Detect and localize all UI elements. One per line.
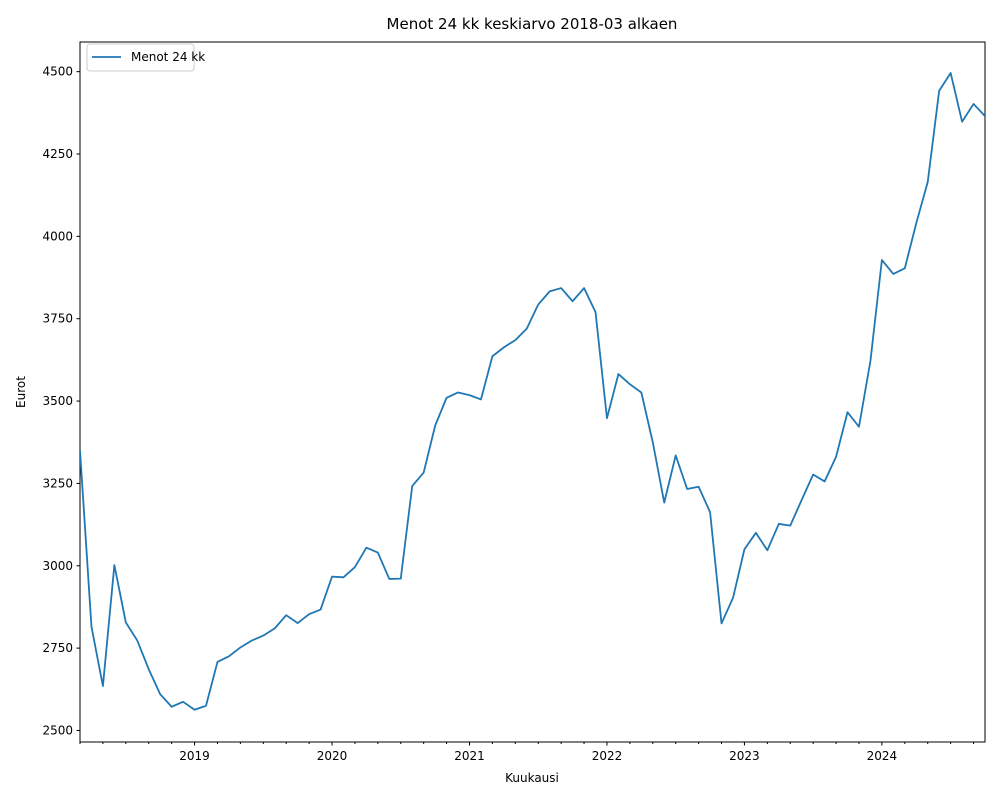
- x-tick-label: 2024: [867, 749, 898, 763]
- x-tick-label: 2022: [592, 749, 623, 763]
- x-tick-label: 2019: [179, 749, 210, 763]
- y-tick-label: 3000: [42, 559, 73, 573]
- legend-box: [86, 43, 195, 72]
- y-tick-label: 2750: [42, 641, 73, 655]
- chart-title: Menot 24 kk keskiarvo 2018-03 alkaen: [387, 15, 678, 33]
- legend-label: Menot 24 kk: [131, 50, 205, 64]
- legend: Menot 24 kk: [86, 43, 205, 72]
- y-tick-label: 4000: [42, 229, 73, 243]
- y-axis-label: Eurot: [14, 376, 28, 408]
- x-tick-label: 2020: [317, 749, 348, 763]
- x-tick-label: 2021: [454, 749, 485, 763]
- y-tick-label: 2500: [42, 723, 73, 737]
- y-tick-label: 4250: [42, 147, 73, 161]
- y-axis: 2500 2750 3000 3250 3500 3750 4000 4250 4500: [42, 65, 80, 737]
- y-tick-label: 3750: [42, 312, 73, 326]
- x-axis: 2019 2020 2021 2022 2023 2024: [79, 742, 975, 763]
- y-tick-label: 3500: [42, 394, 73, 408]
- x-axis-label: Kuukausi: [505, 771, 559, 785]
- axes-frame: [79, 41, 986, 743]
- y-tick-label: 3250: [42, 476, 73, 490]
- series-layer: [80, 72, 985, 711]
- series-line: [80, 72, 985, 711]
- x-tick-label: 2023: [729, 749, 760, 763]
- y-tick-label: 4500: [42, 65, 73, 79]
- plot-area: 2019 2020 2021 2022 2023 2024 2500 2750 3000 325…: [42, 41, 986, 763]
